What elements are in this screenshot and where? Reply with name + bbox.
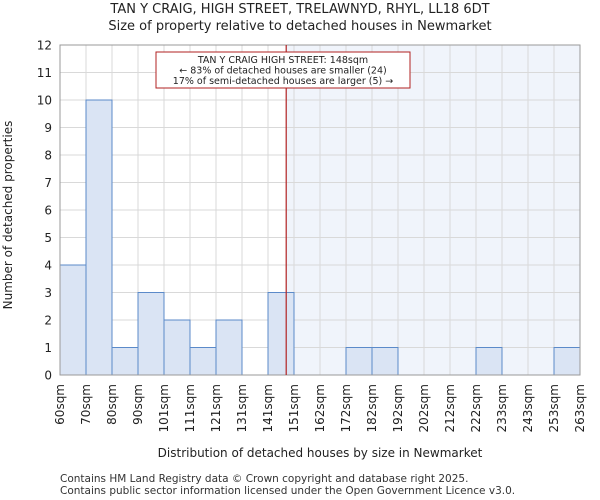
plot-frame: [59, 44, 581, 376]
footer-licence: Contains public sector information licen…: [60, 485, 516, 497]
x-tick-label: 141sqm: [261, 384, 275, 432]
x-tick-label: 101sqm: [157, 384, 171, 432]
x-tick-label: 90sqm: [131, 384, 145, 425]
y-tick-label: 8: [44, 149, 52, 163]
x-tick-label: 222sqm: [469, 384, 483, 432]
x-tick-label: 253sqm: [547, 384, 561, 432]
x-tick-label: 111sqm: [183, 384, 197, 432]
x-tick-label: 212sqm: [443, 384, 457, 432]
footer-copyright: Contains HM Land Registry data © Crown c…: [60, 473, 469, 485]
x-tick-label: 182sqm: [365, 384, 379, 432]
annotation-line: ← 83% of detached houses are smaller (24…: [179, 66, 386, 77]
y-tick-label: 9: [44, 121, 52, 135]
x-tick-label: 243sqm: [521, 384, 535, 432]
y-tick-label: 4: [44, 259, 52, 273]
y-tick-label: 12: [37, 39, 52, 53]
y-tick-label: 10: [37, 94, 52, 108]
chart-title: TAN Y CRAIG, HIGH STREET, TRELAWNYD, RHY…: [110, 2, 490, 17]
x-tick-label: 233sqm: [495, 384, 509, 432]
x-axis-label: Distribution of detached houses by size …: [158, 446, 483, 460]
histogram-bar: [371, 347, 399, 376]
annotation-line: TAN Y CRAIG HIGH STREET: 148sqm: [197, 55, 368, 66]
histogram-bar: [163, 319, 191, 376]
x-tick-label: 172sqm: [339, 384, 353, 432]
y-tick-label: 6: [44, 204, 52, 218]
x-tick-label: 131sqm: [235, 384, 249, 432]
y-tick-label: 11: [37, 66, 52, 80]
annotation-line: 17% of semi-detached houses are larger (…: [173, 76, 393, 87]
x-tick-label: 70sqm: [79, 384, 93, 425]
histogram-bar: [553, 347, 581, 376]
x-tick-label: 80sqm: [105, 384, 119, 425]
histogram-bar: [189, 347, 217, 376]
x-tick-label: 192sqm: [391, 384, 405, 432]
histogram-bar: [267, 292, 295, 376]
y-tick-label: 1: [44, 341, 52, 355]
histogram-bar: [59, 264, 87, 376]
histogram-bar: [215, 319, 243, 376]
histogram-bar: [111, 347, 139, 376]
y-tick-label: 7: [44, 176, 52, 190]
histogram-bar: [85, 99, 113, 376]
x-tick-label: 60sqm: [53, 384, 67, 425]
y-axis-label: Number of detached properties: [1, 121, 15, 310]
y-tick-label: 2: [44, 314, 52, 328]
y-tick-label: 3: [44, 286, 52, 300]
annotation-box: [155, 51, 411, 89]
x-tick-label: 202sqm: [417, 384, 431, 432]
x-tick-label: 162sqm: [313, 384, 327, 432]
y-tick-label: 0: [44, 369, 52, 383]
x-tick-label: 151sqm: [287, 384, 301, 432]
histogram-bar: [137, 292, 165, 376]
x-tick-label: 121sqm: [209, 384, 223, 432]
histogram-bar: [345, 347, 373, 376]
x-tick-label: 263sqm: [573, 384, 587, 432]
y-tick-label: 5: [44, 231, 52, 245]
histogram-bar: [475, 347, 503, 376]
chart-subtitle: Size of property relative to detached ho…: [108, 19, 492, 34]
